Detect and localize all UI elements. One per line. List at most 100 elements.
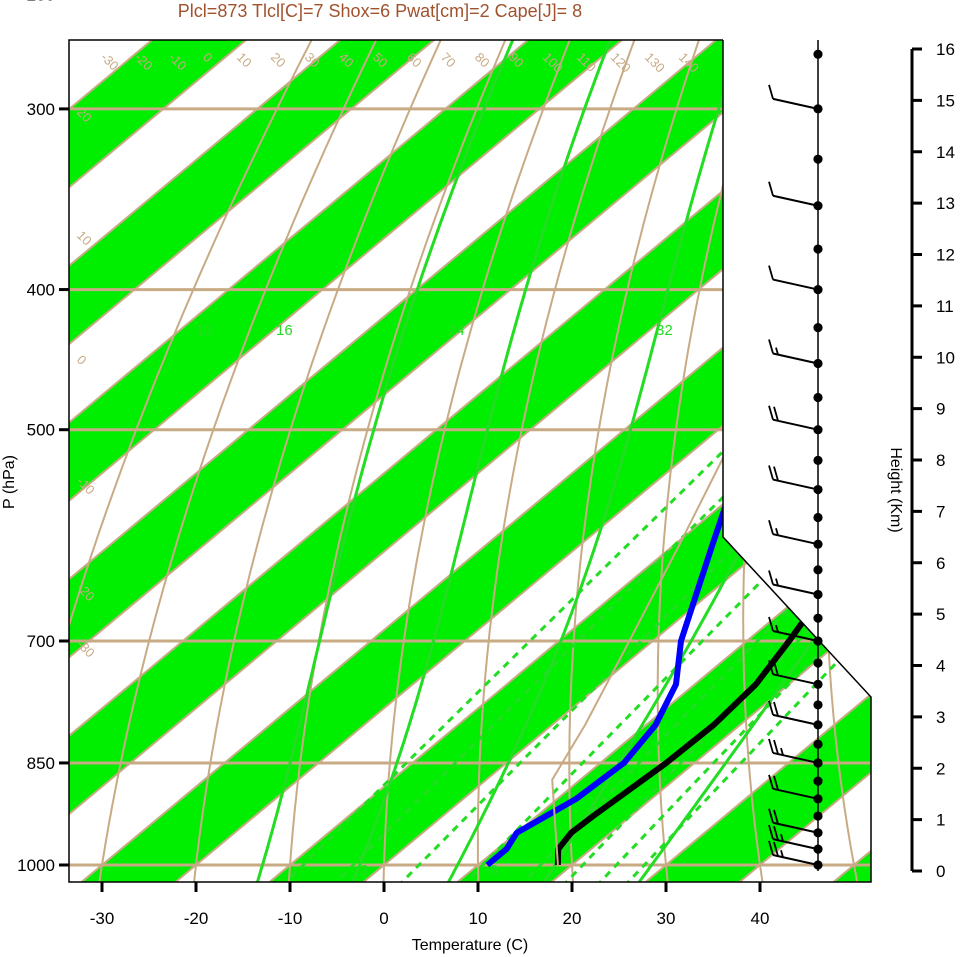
barb-shaft: [772, 713, 819, 726]
dry-adiabat-label: 80: [472, 50, 493, 71]
barb-flag: [768, 339, 774, 354]
barb-flag: [775, 347, 779, 355]
mixing-ratio-line: [552, 288, 871, 882]
barb-flag: [773, 739, 779, 755]
height-tick-label: 7: [936, 502, 945, 521]
mixing-ratio-line: [614, 288, 871, 882]
barb-flag: [768, 700, 774, 716]
x-tick-label: 10: [469, 909, 488, 928]
x-axis-label: Temperature (C): [412, 937, 528, 954]
dry-adiabat-label: 130: [642, 50, 668, 76]
barb-flag: [768, 84, 774, 100]
dry-adiabat-line: [191, 40, 785, 882]
mixing-ratio-label: 24: [448, 322, 465, 339]
barb-dot: [813, 49, 823, 59]
y-tick-label: 400: [27, 281, 55, 300]
barb-shaft: [772, 97, 819, 110]
isotherm-band: [69, 40, 871, 882]
isotherm-line: [69, 40, 871, 882]
height-tick-label: 15: [936, 91, 955, 110]
barb-dot: [813, 811, 823, 821]
barb-flag: [775, 528, 779, 536]
height-tick-label: 10: [936, 348, 955, 367]
parcel-trace: [551, 40, 871, 866]
height-tick-label: 8: [936, 451, 945, 470]
x-tick-label: 20: [563, 909, 582, 928]
moist-adiabat-line: [439, 40, 787, 882]
barb-dot: [813, 658, 823, 668]
isotherm-line: [158, 40, 871, 882]
barb-shaft: [772, 673, 819, 686]
dry-adiabat-line: [287, 40, 833, 882]
barb-dot: [813, 776, 823, 786]
x-tick-label: -30: [90, 909, 115, 928]
isotherm-band: [69, 40, 871, 882]
isotherm-band: [441, 40, 871, 882]
isotherm-band: [69, 40, 871, 882]
barb-dot: [813, 700, 823, 710]
barb-flag: [768, 570, 774, 585]
barb-shaft: [772, 787, 819, 800]
chart-title: Plcl=873 Tlcl[C]=7 Shox=6 Pwat[cm]=2 Cap…: [178, 1, 582, 21]
height-tick-label: 13: [936, 194, 955, 213]
y-axis-label: P (hPa): [1, 455, 18, 509]
isotherm-line: [69, 40, 871, 882]
height-tick-label: 9: [936, 400, 945, 419]
barb-flag: [768, 519, 774, 535]
barb-shaft: [772, 838, 819, 851]
moist-adiabat-line: [533, 40, 871, 882]
axes: -30-20-100102030401001502002503004005007…: [17, 0, 955, 928]
mixing-ratio-label: 8: [490, 862, 498, 879]
barb-flag: [768, 660, 774, 675]
barb-dot: [813, 392, 823, 403]
barb-dot: [813, 244, 823, 254]
barb-flag: [773, 841, 779, 857]
dry-adiabat-line: [69, 40, 687, 882]
y-tick-label: 500: [27, 421, 55, 440]
height-tick-label: 11: [936, 297, 954, 316]
temperature-trace: [554, 40, 871, 866]
barb-dot: [813, 739, 823, 749]
isotherm-line: [69, 40, 871, 882]
barb-flag: [768, 616, 774, 632]
barb-shaft: [772, 583, 819, 596]
barb-flag: [780, 834, 784, 842]
plot-frame: [68, 39, 872, 883]
barb-dot: [813, 154, 823, 164]
y-tick-label: 700: [27, 632, 55, 651]
barb-dot: [813, 565, 823, 575]
barb-flag: [773, 809, 779, 825]
mixing-ratio-label: 32: [656, 322, 673, 339]
barb-flag: [773, 825, 779, 841]
height-tick-label: 14: [936, 143, 955, 162]
isotherm-label: 0: [74, 352, 90, 368]
barb-flag: [768, 774, 774, 790]
barb-flag: [773, 466, 779, 481]
barb-flag: [768, 181, 774, 196]
height-tick-label: 2: [936, 759, 945, 778]
mixing-ratio-line: [586, 288, 871, 882]
isotherm-line: [69, 40, 871, 882]
x-tick-label: -20: [184, 909, 209, 928]
isotherm-band: [69, 40, 871, 882]
barb-shaft: [772, 854, 819, 866]
height-tick-label: 12: [936, 246, 955, 265]
barb-flag: [768, 738, 774, 754]
barb-flag: [775, 624, 779, 633]
barb-flag: [768, 265, 774, 280]
barb-flag: [768, 824, 774, 840]
mixing-ratio-line: [271, 288, 871, 882]
moist-adiabat-line: [251, 40, 571, 882]
dry-adiabat-line: [568, 40, 871, 882]
height-tick-label: 3: [936, 708, 945, 727]
barb-flag: [773, 406, 779, 422]
barb-shaft: [772, 418, 819, 431]
barb-flag: [768, 840, 774, 856]
isotherm-line: [69, 40, 871, 882]
dry-adiabat-line: [906, 0, 961, 896]
height-tick-label: 5: [936, 605, 945, 624]
barb-shaft: [772, 278, 819, 291]
isotherm-line: [252, 40, 871, 882]
barb-flag: [773, 775, 779, 791]
barb-flag: [775, 578, 779, 586]
